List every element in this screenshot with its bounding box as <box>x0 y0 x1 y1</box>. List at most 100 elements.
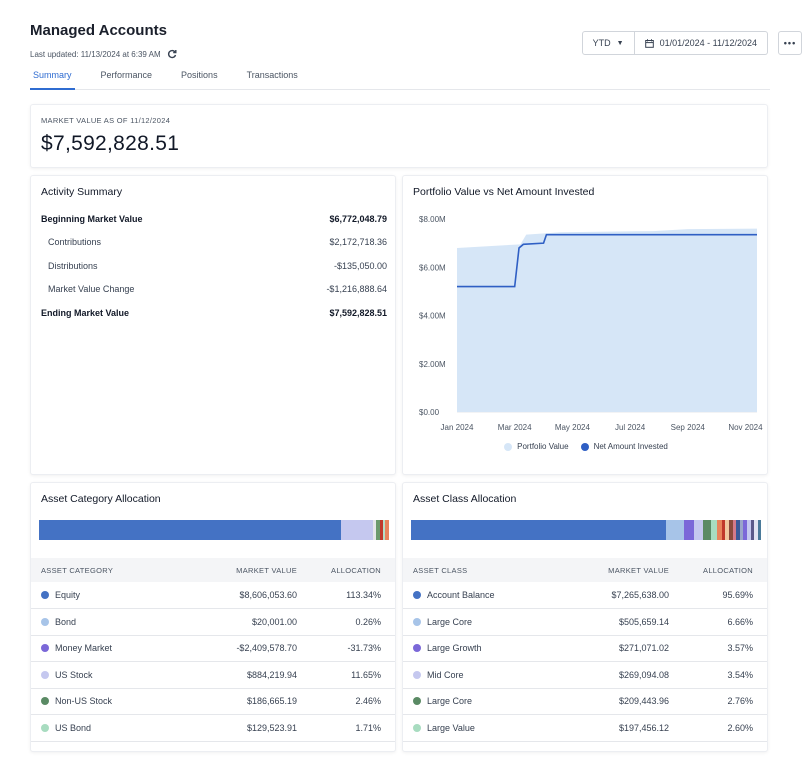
page-title: Managed Accounts <box>30 22 167 39</box>
row-market-value: $271,071.02 <box>618 643 669 653</box>
refresh-icon[interactable] <box>167 49 177 59</box>
period-select[interactable]: YTD ▼ <box>581 31 635 55</box>
row-name-cell: Money Market <box>41 643 112 653</box>
allocation-segment[interactable] <box>721 520 726 540</box>
tab-performance[interactable]: Performance <box>100 70 153 80</box>
table-header: ASSET CLASS MARKET VALUE ALLOCATION <box>403 558 767 582</box>
allocation-segment[interactable] <box>693 520 704 540</box>
activity-row-value: $6,772,048.79 <box>329 214 387 224</box>
table-row[interactable]: US Stock $884,219.94 11.65% <box>31 662 395 689</box>
allocation-segment[interactable] <box>411 520 667 540</box>
row-name-cell: Equity <box>41 590 80 600</box>
x-tick-label: May 2024 <box>555 423 591 432</box>
allocation-segment[interactable] <box>757 520 761 540</box>
row-name-cell: Mid Core <box>413 670 464 680</box>
chart-title: Portfolio Value vs Net Amount Invested <box>413 186 595 198</box>
table-row[interactable]: Large Value $197,456.12 2.60% <box>403 715 767 742</box>
row-name: US Bond <box>55 722 92 733</box>
row-allocation: 113.34% <box>346 590 381 600</box>
legend-net-amount-invested[interactable]: Net Amount Invested <box>580 442 668 451</box>
allocation-segment[interactable] <box>717 520 722 540</box>
row-market-value: $269,094.08 <box>618 669 669 680</box>
color-dot <box>41 697 49 705</box>
allocation-segment[interactable] <box>666 520 685 540</box>
row-name-cell: Large Growth <box>413 643 482 653</box>
tab-bar: Summary Performance Positions Transactio… <box>30 70 770 90</box>
row-market-value: $186,665.19 <box>246 696 297 706</box>
portfolio-value-area[interactable] <box>457 228 757 412</box>
allocation-segment[interactable] <box>728 520 733 540</box>
allocation-segment[interactable] <box>710 520 718 540</box>
legend-label: Portfolio Value <box>517 442 569 451</box>
calendar-icon <box>644 38 654 48</box>
allocation-segment[interactable] <box>376 520 381 540</box>
tab-summary[interactable]: Summary <box>30 70 75 90</box>
portfolio-chart-card: Portfolio Value vs Net Amount Invested $… <box>402 175 768 475</box>
allocation-segment[interactable] <box>703 520 711 540</box>
allocation-segment[interactable] <box>750 520 755 540</box>
color-dot <box>413 670 421 679</box>
table-row[interactable]: Non-US Stock $186,665.19 2.46% <box>31 688 395 715</box>
net-amount-invested-line[interactable] <box>457 233 757 288</box>
allocation-segment[interactable] <box>725 520 729 540</box>
row-name: Non-US Stock <box>55 696 113 706</box>
legend-portfolio-value[interactable]: Portfolio Value <box>504 442 569 451</box>
table-row[interactable]: Bond $20,001.00 0.26% <box>31 609 395 636</box>
column-header[interactable]: MARKET VALUE <box>608 565 669 575</box>
table-row[interactable]: Large Growth $271,071.02 3.57% <box>403 635 767 662</box>
asset-category-title: Asset Category Allocation <box>41 493 161 505</box>
allocation-segment[interactable] <box>385 520 389 540</box>
allocation-segment[interactable] <box>684 520 694 540</box>
tab-positions[interactable]: Positions <box>181 70 218 80</box>
tab-transactions[interactable]: Transactions <box>246 70 298 80</box>
caret-down-icon: ▼ <box>616 39 624 47</box>
table-row[interactable]: Large Core $209,443.96 2.76% <box>403 688 767 715</box>
column-header[interactable]: ASSET CLASS <box>413 565 468 575</box>
row-name: Large Value <box>427 722 475 733</box>
period-controls: YTD ▼ 01/01/2024 - 11/12/2024 ••• <box>581 31 802 55</box>
x-tick-label: Jan 2024 <box>441 423 474 432</box>
column-header[interactable]: ALLOCATION <box>703 565 753 575</box>
allocation-segment[interactable] <box>739 520 744 540</box>
allocation-segment[interactable] <box>380 520 383 540</box>
allocation-segment[interactable] <box>341 520 374 540</box>
allocation-segment[interactable] <box>732 520 737 540</box>
row-allocation: 95.69% <box>722 590 753 600</box>
table-row[interactable]: Equity $8,606,053.60 113.34% <box>31 582 395 609</box>
date-range-picker[interactable]: 01/01/2024 - 11/12/2024 <box>634 31 768 55</box>
row-allocation: 3.54% <box>727 669 753 680</box>
more-options-button[interactable]: ••• <box>778 31 802 55</box>
table-header: ASSET CATEGORY MARKET VALUE ALLOCATION <box>31 558 395 582</box>
table-row[interactable]: Account Balance $7,265,638.00 95.69% <box>403 582 767 609</box>
activity-row-value: -$135,050.00 <box>333 261 387 271</box>
row-name: Large Core <box>427 696 473 706</box>
activity-row: Contributions $2,172,718.36 <box>41 237 387 247</box>
row-allocation: 11.65% <box>351 669 381 680</box>
allocation-segment[interactable] <box>754 520 758 540</box>
row-market-value: $209,443.96 <box>618 696 669 706</box>
row-allocation: -31.73% <box>347 643 381 653</box>
table-row[interactable]: Money Market -$2,409,578.70 -31.73% <box>31 635 395 662</box>
column-header[interactable]: ALLOCATION <box>331 565 381 575</box>
allocation-segment[interactable] <box>747 520 751 540</box>
row-allocation: 0.26% <box>355 616 381 627</box>
column-header[interactable]: MARKET VALUE <box>236 565 297 575</box>
asset-category-card: Asset Category Allocation ASSET CATEGORY… <box>30 482 396 752</box>
allocation-segment[interactable] <box>382 520 386 540</box>
asset-class-title: Asset Class Allocation <box>413 493 517 505</box>
allocation-segment[interactable] <box>743 520 748 540</box>
row-name: Account Balance <box>427 590 495 600</box>
page-header: Managed Accounts Last updated: 11/13/202… <box>30 22 177 59</box>
allocation-segment[interactable] <box>39 520 342 540</box>
color-dot <box>413 723 421 732</box>
allocation-segment[interactable] <box>736 520 740 540</box>
column-header[interactable]: ASSET CATEGORY <box>41 565 114 575</box>
allocation-segment[interactable] <box>373 520 377 540</box>
activity-row: Market Value Change -$1,216,888.64 <box>41 284 387 294</box>
table-row[interactable]: US Bond $129,523.91 1.71% <box>31 715 395 742</box>
table-row[interactable]: Mid Core $269,094.08 3.54% <box>403 662 767 689</box>
row-allocation: 2.60% <box>727 722 753 733</box>
table-row[interactable]: Large Core $505,659.14 6.66% <box>403 609 767 636</box>
row-market-value: -$2,409,578.70 <box>236 643 297 653</box>
row-market-value: $884,219.94 <box>246 669 297 680</box>
